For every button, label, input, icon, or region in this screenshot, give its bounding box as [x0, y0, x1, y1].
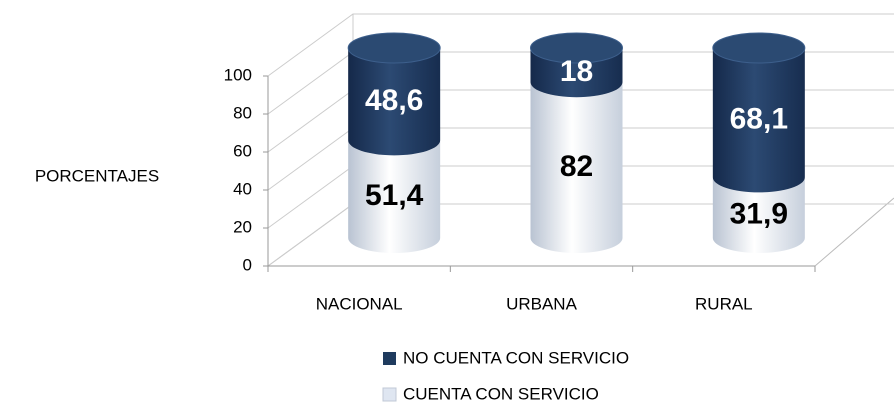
- cylinder-cap: [530, 32, 623, 64]
- y-tick-label: 80: [233, 103, 252, 122]
- y-axis-label: PORCENTAJES: [35, 166, 159, 185]
- legend-label: CUENTA CON SERVICIO: [403, 384, 599, 403]
- data-label: 51,4: [365, 179, 424, 212]
- data-label: 82: [560, 150, 593, 183]
- y-tick-label: 100: [224, 65, 252, 84]
- y-tick-label: 20: [233, 217, 252, 236]
- y-tick-label: 0: [243, 255, 252, 274]
- cylinder-segment: [348, 140, 441, 254]
- data-label: 18: [560, 55, 593, 88]
- cylinder-segment: [712, 48, 805, 193]
- x-tick-label: NACIONAL: [316, 294, 403, 313]
- grid-line: [267, 13, 894, 77]
- data-label: 48,6: [365, 84, 423, 117]
- cylinder-cap: [712, 32, 806, 64]
- legend-swatch: [383, 352, 396, 365]
- cylinder-cap: [347, 32, 441, 64]
- legend-label: NO CUENTA CON SERVICIO: [403, 348, 629, 367]
- cylinder-segment: [530, 48, 623, 98]
- data-label: 68,1: [730, 103, 788, 136]
- x-tick-label: URBANA: [506, 294, 578, 313]
- x-tick-label: RURAL: [695, 294, 753, 313]
- y-tick-label: 40: [233, 179, 252, 198]
- legend-swatch: [382, 387, 397, 402]
- cylinder-segment: [712, 177, 805, 253]
- cylinder-segment: [348, 48, 441, 156]
- cylinder-segment: [530, 82, 623, 254]
- data-label: 31,9: [730, 198, 788, 231]
- y-tick-label: 60: [233, 141, 252, 160]
